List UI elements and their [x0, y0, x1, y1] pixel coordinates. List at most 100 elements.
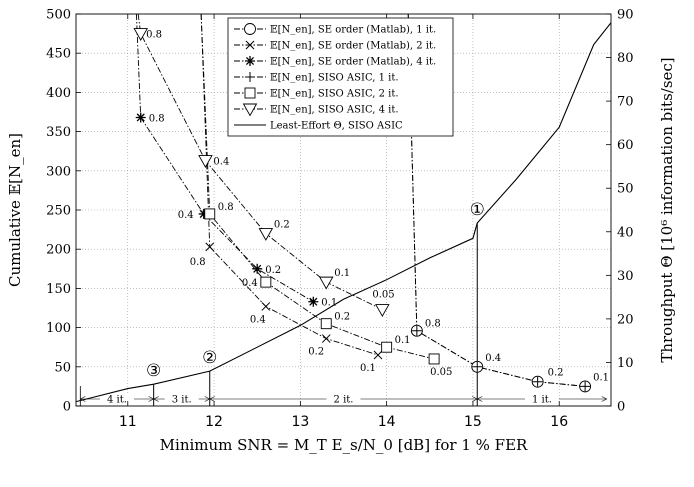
y2-tick-label: 30: [617, 269, 634, 284]
region-arrow-right: [601, 396, 608, 402]
data-point-5-4: [318, 276, 334, 290]
data-point-5-2: [198, 155, 213, 169]
data-label: 0.1: [395, 335, 411, 346]
data-label: 0.2: [274, 220, 290, 231]
legend-marker: [245, 40, 255, 50]
data-label: 0.1: [334, 268, 350, 279]
y-tick-label: 450: [46, 47, 71, 62]
y2-tick-label: 20: [617, 312, 634, 327]
region-label: 3 it.: [172, 395, 192, 406]
data-point-1-3: [321, 334, 331, 343]
x-tick-label: 12: [205, 414, 223, 430]
y-tick-label: 150: [46, 282, 71, 297]
operating-point-label: ①: [470, 200, 485, 220]
legend-label: 𝔼[N_en], SE order (Matlab), 4 it.: [270, 57, 436, 68]
data-point-3-2: [472, 361, 483, 372]
y-tick-label: 500: [46, 8, 71, 23]
legend-marker: [244, 87, 256, 99]
axes: 11 12 13 14 15 160501001502002503003504004505…: [6, 8, 676, 455]
data-point-3-4: [580, 381, 591, 392]
y2-tick-label: 90: [617, 8, 634, 23]
legend-label: 𝔼[N_en], SE order (Matlab), 1 it.: [270, 25, 436, 36]
data-label: 0.4: [250, 314, 266, 325]
legend-label: 𝔼[N_en], SE order (Matlab), 2 it.: [270, 41, 436, 52]
y2-tick-label: 60: [617, 138, 634, 153]
y2-axis-label: Throughput Θ [10⁶ information bits/sec]: [658, 57, 676, 362]
data-label: 0.4: [178, 210, 194, 221]
region-label: 4 it.: [107, 395, 127, 406]
region-label: 1 it.: [532, 395, 552, 406]
data-point-4-3: [320, 318, 332, 330]
y-tick-label: 0: [63, 400, 71, 415]
region-label-bg: [524, 393, 559, 404]
annotations: 0.8 0.8 0.4 0.8 0.4 0.8 0.2 0.2 0.4 0.4 0.1 0.1 0.2 0…: [146, 30, 609, 384]
data-label: 0.8: [149, 113, 165, 124]
data-point-1-1: [205, 242, 215, 252]
series-line-4: [200, 14, 435, 360]
y2-tick-label: 70: [617, 95, 634, 110]
y-tick-label: 200: [46, 243, 71, 258]
x-tick-label: 15: [464, 414, 482, 430]
x-tick-label: 16: [550, 414, 568, 430]
data-label: 0.8: [425, 319, 441, 330]
y2-tick-label: 0: [617, 400, 625, 415]
legend: 𝔼[N_en], SE order (Matlab), 1 it. 𝔼[N_en]…: [227, 17, 454, 137]
data-point-4-4: [381, 341, 393, 353]
region-label: 2 it.: [334, 395, 354, 406]
data-label: 0.4: [213, 157, 229, 168]
y-tick-label: 250: [46, 204, 71, 219]
data-point-4-5: [428, 353, 440, 365]
legend-marker: [245, 72, 255, 82]
data-point-2-4: [308, 296, 319, 307]
operating-point-label: ②: [202, 348, 217, 368]
region-label-bg: [164, 393, 199, 404]
region-label-bg: [326, 393, 361, 404]
series-line-6: [76, 22, 611, 403]
data-point-2-3: [252, 263, 263, 274]
y-tick-label: 50: [54, 360, 71, 375]
data-label: 0.8: [218, 202, 234, 213]
data-label: 0.2: [265, 265, 281, 276]
y-axis-label: Cumulative 𝔼[N_en]: [6, 133, 24, 287]
y2-tick-label: 80: [617, 51, 634, 66]
x-tick-label: 11: [119, 414, 137, 430]
x-tick-label: 14: [378, 414, 396, 430]
y-tick-label: 300: [46, 164, 71, 179]
data-point-4-1: [204, 208, 216, 220]
legend-marker: [242, 103, 258, 117]
data-label: 0.1: [321, 298, 337, 309]
data-label: 0.8: [190, 257, 206, 268]
operating-point-label: ③: [146, 361, 161, 381]
y-tick-label: 100: [46, 321, 71, 336]
legend-label: 𝔼[N_en], SISO ASIC, 1 it.: [270, 73, 399, 84]
data-point-3-1: [411, 325, 422, 336]
series-line-3: [407, 14, 586, 387]
data-point-4-2: [260, 276, 272, 288]
data-label: 0.4: [242, 278, 258, 289]
data-label: 0.2: [548, 368, 564, 379]
x-axis-label: Minimum SNR = M_T E_s/N_0 [dB] for 1 % F…: [160, 436, 528, 454]
y2-tick-label: 10: [617, 356, 634, 371]
data-point-1-4: [373, 350, 383, 360]
y-tick-label: 400: [46, 86, 71, 101]
y-tick-label: 350: [46, 125, 71, 140]
y2-tick-label: 50: [617, 182, 634, 197]
data-label: 0.8: [146, 30, 162, 41]
data-point-5-1: [133, 28, 148, 42]
data-label: 0.05: [372, 290, 394, 301]
x-tick-label: 13: [291, 414, 309, 430]
data-point-5-3: [258, 228, 274, 241]
data-label: 0.4: [485, 353, 501, 364]
legend-label: Least-Effort Θ, SISO ASIC: [270, 121, 403, 132]
iteration-regions: 4 it. 3 it. 2 it. 1 it. ③ ② ①: [79, 200, 608, 406]
data-point-2-2: [198, 208, 209, 219]
data-point-3-3: [532, 376, 543, 387]
data-label: 0.05: [430, 367, 452, 378]
data-point-5-5: [375, 304, 390, 317]
data-point-1-2: [261, 302, 271, 311]
series-markers: [133, 28, 592, 393]
data-label: 0.1: [360, 363, 376, 374]
data-label: 0.2: [334, 312, 350, 323]
region-label-bg: [99, 393, 134, 404]
